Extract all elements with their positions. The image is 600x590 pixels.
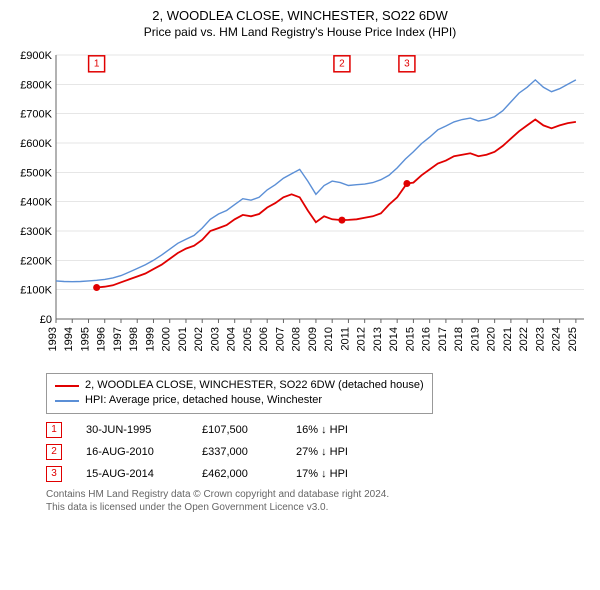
svg-text:£100K: £100K <box>20 285 52 297</box>
svg-text:3: 3 <box>404 58 410 69</box>
legend-swatch <box>55 400 79 402</box>
transaction-diff: 16% ↓ HPI <box>296 424 348 436</box>
svg-text:£200K: £200K <box>20 255 52 267</box>
svg-text:2010: 2010 <box>323 327 335 351</box>
svg-text:2015: 2015 <box>404 327 416 351</box>
legend: 2, WOODLEA CLOSE, WINCHESTER, SO22 6DW (… <box>46 373 433 414</box>
transaction-price: £337,000 <box>202 446 272 458</box>
svg-text:2013: 2013 <box>372 327 384 351</box>
transaction-marker: 2 <box>46 444 62 460</box>
svg-text:2022: 2022 <box>518 327 530 351</box>
svg-text:2003: 2003 <box>209 327 221 351</box>
transaction-diff: 17% ↓ HPI <box>296 468 348 480</box>
svg-text:2023: 2023 <box>534 327 546 351</box>
transaction-price: £107,500 <box>202 424 272 436</box>
svg-text:2017: 2017 <box>437 327 449 351</box>
svg-text:£400K: £400K <box>20 197 52 209</box>
svg-text:£300K: £300K <box>20 226 52 238</box>
line-chart-svg: £0 £100K £200K £300K £400K £500K £600K £700K £80… <box>8 47 592 367</box>
series-price_paid <box>97 120 576 288</box>
chart-marker-dot <box>93 284 100 291</box>
legend-label: HPI: Average price, detached house, Winc… <box>85 393 322 408</box>
svg-text:2000: 2000 <box>161 327 173 351</box>
svg-text:2006: 2006 <box>258 327 270 351</box>
svg-text:1995: 1995 <box>79 327 91 351</box>
svg-text:1998: 1998 <box>128 327 140 351</box>
svg-text:2025: 2025 <box>567 327 579 351</box>
svg-text:2007: 2007 <box>274 327 286 351</box>
transaction-row: 3 15-AUG-2014 £462,000 17% ↓ HPI <box>46 466 592 482</box>
transaction-diff: 27% ↓ HPI <box>296 446 348 458</box>
transactions-table: 1 30-JUN-1995 £107,500 16% ↓ HPI 2 16-AUG-201… <box>46 422 592 482</box>
legend-item: 2, WOODLEA CLOSE, WINCHESTER, SO22 6DW (… <box>55 378 424 393</box>
svg-text:2020: 2020 <box>486 327 498 351</box>
svg-text:1996: 1996 <box>96 327 108 351</box>
legend-item: HPI: Average price, detached house, Winc… <box>55 393 424 408</box>
svg-text:£500K: £500K <box>20 167 52 179</box>
svg-text:2001: 2001 <box>177 327 189 351</box>
transaction-row: 2 16-AUG-2010 £337,000 27% ↓ HPI <box>46 444 592 460</box>
svg-text:2008: 2008 <box>291 327 303 351</box>
svg-text:2009: 2009 <box>307 327 319 351</box>
transaction-marker: 3 <box>46 466 62 482</box>
chart-subtitle: Price paid vs. HM Land Registry's House … <box>8 25 592 39</box>
footnote-line-1: Contains HM Land Registry data © Crown c… <box>46 488 592 501</box>
svg-text:2004: 2004 <box>226 327 238 351</box>
legend-label: 2, WOODLEA CLOSE, WINCHESTER, SO22 6DW (… <box>85 378 424 393</box>
svg-text:2: 2 <box>339 58 345 69</box>
transaction-date: 16-AUG-2010 <box>86 446 178 458</box>
svg-text:2019: 2019 <box>469 327 481 351</box>
svg-text:2016: 2016 <box>421 327 433 351</box>
svg-text:2012: 2012 <box>356 327 368 351</box>
footnote-line-2: This data is licensed under the Open Gov… <box>46 501 592 514</box>
transaction-row: 1 30-JUN-1995 £107,500 16% ↓ HPI <box>46 422 592 438</box>
svg-text:2014: 2014 <box>388 327 400 351</box>
svg-text:1997: 1997 <box>112 327 124 351</box>
chart-area: £0 £100K £200K £300K £400K £500K £600K £700K £80… <box>8 47 592 367</box>
svg-text:2011: 2011 <box>339 327 351 351</box>
svg-text:£800K: £800K <box>20 79 52 91</box>
svg-text:£700K: £700K <box>20 109 52 121</box>
svg-text:2002: 2002 <box>193 327 205 351</box>
svg-text:2021: 2021 <box>502 327 514 351</box>
transaction-date: 15-AUG-2014 <box>86 468 178 480</box>
transaction-date: 30-JUN-1995 <box>86 424 178 436</box>
svg-text:2005: 2005 <box>242 327 254 351</box>
chart-title: 2, WOODLEA CLOSE, WINCHESTER, SO22 6DW <box>8 8 592 23</box>
svg-text:£0: £0 <box>40 314 52 326</box>
svg-text:2024: 2024 <box>551 327 563 351</box>
svg-text:1994: 1994 <box>63 327 75 351</box>
footnote: Contains HM Land Registry data © Crown c… <box>46 488 592 514</box>
transaction-price: £462,000 <box>202 468 272 480</box>
series-hpi <box>56 80 576 282</box>
svg-text:£900K: £900K <box>20 50 52 62</box>
transaction-marker: 1 <box>46 422 62 438</box>
chart-marker-dot <box>338 217 345 224</box>
svg-text:1999: 1999 <box>144 327 156 351</box>
chart-marker-dot <box>403 180 410 187</box>
svg-text:2018: 2018 <box>453 327 465 351</box>
legend-swatch <box>55 385 79 387</box>
svg-text:1993: 1993 <box>47 327 59 351</box>
svg-text:1: 1 <box>94 58 100 69</box>
svg-text:£600K: £600K <box>20 138 52 150</box>
